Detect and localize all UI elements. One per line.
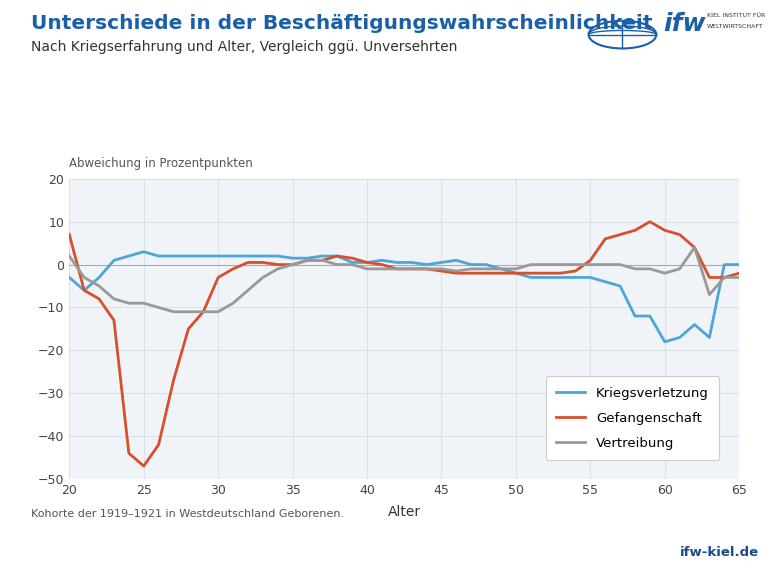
X-axis label: Alter: Alter: [387, 505, 421, 519]
Text: ifw: ifw: [663, 12, 706, 36]
Text: Kohorte der 1919–1921 in Westdeutschland Geborenen.: Kohorte der 1919–1921 in Westdeutschland…: [31, 509, 344, 519]
Text: Quelle:: Quelle:: [8, 548, 50, 557]
Text: Unterschiede in der Beschäftigungswahrscheinlichkeit: Unterschiede in der Beschäftigungswahrsc…: [31, 14, 652, 33]
Text: Kiel Working Paper 2241. Braun, Stuhler. Exposure to War and its Labor Market Co: Kiel Working Paper 2241. Braun, Stuhler.…: [45, 548, 678, 557]
Legend: Kriegsverletzung, Gefangenschaft, Vertreibung: Kriegsverletzung, Gefangenschaft, Vertre…: [546, 376, 719, 460]
Text: Abweichung in Prozentpunkten: Abweichung in Prozentpunkten: [69, 157, 253, 170]
Text: WELTWIRTSCHAFT: WELTWIRTSCHAFT: [707, 24, 764, 29]
Text: Nach Kriegserfahrung und Alter, Vergleich ggü. Unversehrten: Nach Kriegserfahrung und Alter, Vergleic…: [31, 40, 457, 54]
Text: ifw-kiel.de: ifw-kiel.de: [680, 546, 758, 559]
Text: KIEL INSTITUT FÜR: KIEL INSTITUT FÜR: [707, 13, 765, 18]
